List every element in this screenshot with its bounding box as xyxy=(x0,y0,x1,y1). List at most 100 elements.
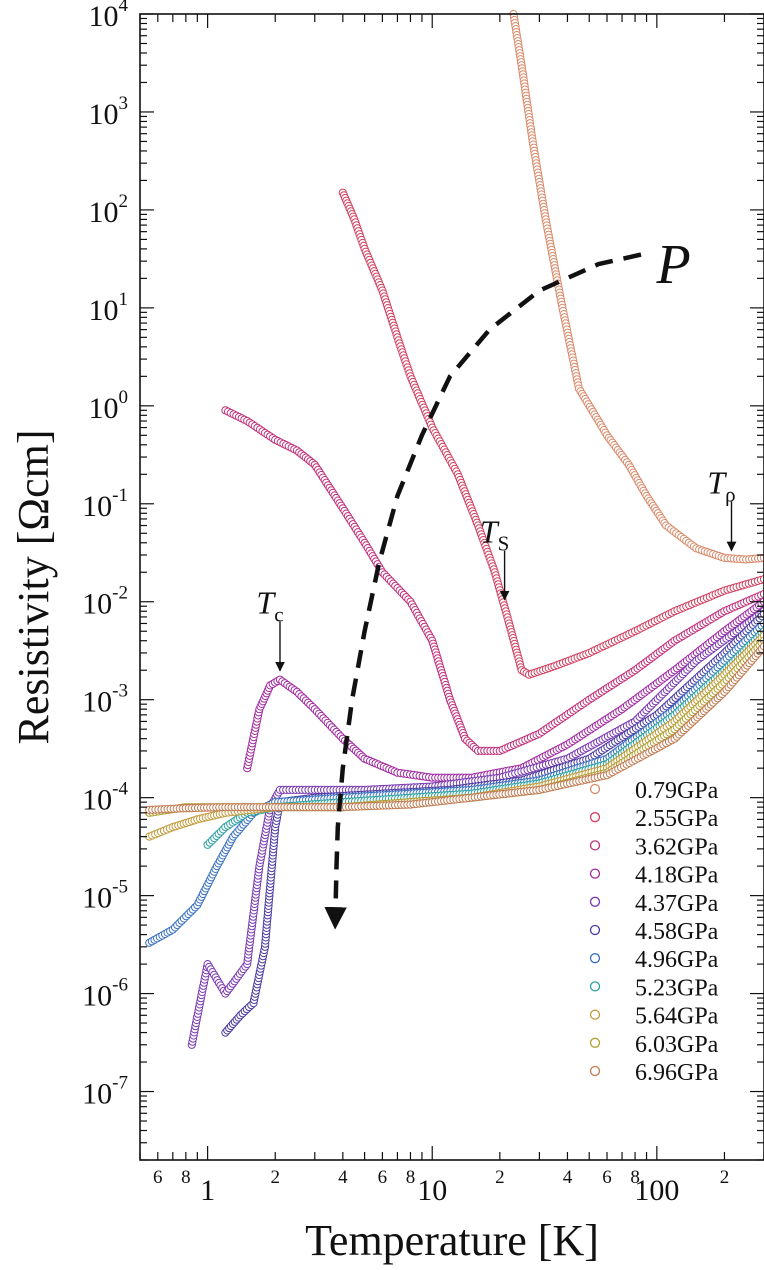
y-tick-base: 10 xyxy=(89,0,119,33)
y-tick-exponent: -4 xyxy=(112,779,128,800)
y-tick-base: 10 xyxy=(89,196,119,229)
legend-label: 4.96GPa xyxy=(635,947,719,973)
y-tick-label: 100 xyxy=(89,387,129,425)
legend-label: 4.37GPa xyxy=(635,891,719,917)
y-tick-label: 10-7 xyxy=(82,1073,128,1111)
data-point xyxy=(759,589,764,599)
x-tick-label: 1 xyxy=(200,1174,215,1207)
x-minor-tick-label: 2 xyxy=(270,1167,280,1188)
y-tick-label: 10-4 xyxy=(82,779,128,817)
y-tick-base: 10 xyxy=(89,98,119,131)
legend-marker xyxy=(589,812,601,823)
y-tick-base: 10 xyxy=(82,686,112,719)
y-tick-exponent: -1 xyxy=(112,485,128,506)
legend-label: 6.03GPa xyxy=(635,1032,719,1058)
y-tick-label: 103 xyxy=(89,93,129,131)
x-axis-title: Temperature [K] xyxy=(305,1216,599,1265)
legend-marker xyxy=(589,783,601,795)
annotation-main: T xyxy=(707,464,727,500)
plot-frame xyxy=(139,13,764,1161)
x-minor-tick-label: 6 xyxy=(153,1167,163,1188)
legend-marker xyxy=(589,981,601,992)
y-tick-label: 10-6 xyxy=(82,975,128,1013)
y-tick-exponent: 0 xyxy=(119,387,129,408)
x-minor-tick-label: 2 xyxy=(720,1167,730,1188)
y-tick-label: 102 xyxy=(89,191,129,229)
legend-marker xyxy=(589,1009,601,1020)
pressure-arrow xyxy=(324,252,642,930)
y-tick-base: 10 xyxy=(82,980,112,1013)
legend-marker xyxy=(589,924,601,936)
series-6.96GPa xyxy=(145,642,764,815)
x-minor-tick-label: 6 xyxy=(602,1167,612,1188)
legend-label: 5.23GPa xyxy=(635,975,719,1001)
y-tick-label: 10-1 xyxy=(82,485,128,523)
data-point xyxy=(759,609,764,619)
x-minor-tick-label: 2 xyxy=(495,1167,505,1188)
x-minor-tick-label: 8 xyxy=(406,1167,416,1188)
series-2.55GPa xyxy=(338,188,764,679)
legend-label: 0.79GPa xyxy=(635,778,719,804)
y-tick-exponent: -7 xyxy=(112,1073,128,1094)
y-tick-base: 10 xyxy=(89,392,119,425)
y-tick-exponent: -5 xyxy=(112,877,128,898)
x-tick-label: 10 xyxy=(417,1174,447,1207)
data-point xyxy=(759,553,764,562)
y-tick-base: 10 xyxy=(82,784,112,817)
y-tick-label: 104 xyxy=(89,0,129,33)
legend-label: 4.58GPa xyxy=(635,919,719,945)
y-tick-exponent: 4 xyxy=(119,0,129,16)
y-tick-label: 101 xyxy=(89,289,129,327)
series-0.79GPa xyxy=(509,9,764,564)
x-minor-tick-label: 4 xyxy=(563,1167,573,1188)
annotation-label-Ts: TS xyxy=(480,514,509,556)
y-tick-exponent: -3 xyxy=(112,681,128,702)
legend-marker xyxy=(589,1037,601,1048)
y-tick-exponent: -6 xyxy=(112,975,128,996)
y-tick-base: 10 xyxy=(89,294,119,327)
legend-label: 5.64GPa xyxy=(635,1004,719,1030)
y-tick-base: 10 xyxy=(82,588,112,621)
annotation-main: T xyxy=(256,585,276,621)
annotation-sub: c xyxy=(274,603,283,627)
data-point xyxy=(759,575,764,584)
legend-label: 4.18GPa xyxy=(635,863,719,889)
y-tick-exponent: 2 xyxy=(119,191,129,212)
legend-label: 3.62GPa xyxy=(635,834,719,860)
y-axis-title: Resistivity [Ωcm] xyxy=(9,429,58,744)
y-tick-base: 10 xyxy=(82,490,112,523)
pressure-label: P xyxy=(656,234,691,296)
y-tick-exponent: 1 xyxy=(119,289,129,310)
data-layer xyxy=(145,9,764,1049)
y-tick-exponent: -2 xyxy=(112,583,128,604)
annotation-label-Tc: Tc xyxy=(256,585,283,627)
legend-marker xyxy=(589,1065,601,1077)
x-minor-tick-label: 8 xyxy=(630,1167,640,1188)
legend-marker xyxy=(589,896,601,907)
y-tick-base: 10 xyxy=(82,882,112,915)
data-point xyxy=(759,642,764,651)
annotation-label-Trho: Tρ xyxy=(707,464,735,506)
legend-marker xyxy=(589,840,601,851)
x-minor-tick-label: 6 xyxy=(378,1167,388,1188)
y-tick-label: 10-2 xyxy=(82,583,128,621)
ticks-layer xyxy=(139,13,764,1161)
y-tick-exponent: 3 xyxy=(119,93,129,114)
y-tick-label: 10-5 xyxy=(82,877,128,915)
annotation-sub: ρ xyxy=(725,482,735,506)
annotation-main: T xyxy=(480,514,500,550)
x-tick-label: 100 xyxy=(634,1174,679,1207)
x-minor-tick-label: 4 xyxy=(338,1167,348,1188)
y-tick-label: 10-3 xyxy=(82,681,128,719)
y-tick-base: 10 xyxy=(82,1078,112,1111)
legend-marker xyxy=(589,868,601,879)
legend-label: 2.55GPa xyxy=(635,806,719,832)
y-tick-labels: 10-710-610-510-410-310-210-1100101102103… xyxy=(82,0,128,1111)
x-minor-tick-label: 8 xyxy=(181,1167,191,1188)
series-3.62GPa xyxy=(221,406,764,756)
annotation-sub: S xyxy=(498,532,510,556)
